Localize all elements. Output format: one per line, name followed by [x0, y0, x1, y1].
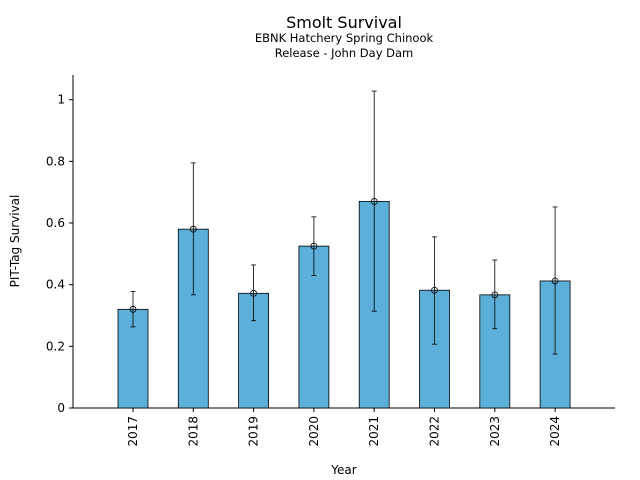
x-tick-label-2020: 2020 — [307, 416, 321, 447]
point-marker-2018 — [189, 225, 197, 233]
point-marker-2019 — [250, 289, 258, 297]
x-tick-label-2023: 2023 — [488, 416, 502, 447]
y-tick-label: 0.6 — [46, 216, 65, 230]
plot-area: 0 0.2 0.4 0.6 0.8 1 2017 2018 2019 2020 2021 2022 20… — [46, 75, 615, 447]
point-marker-2017 — [129, 305, 137, 313]
chart-title: Smolt Survival — [286, 13, 402, 32]
x-tick-label-2019: 2019 — [247, 416, 261, 447]
x-tick-label-2022: 2022 — [428, 416, 442, 447]
y-tick-label: 0.8 — [46, 154, 65, 168]
x-axis-label: Year — [330, 463, 356, 477]
point-marker-2024 — [551, 277, 559, 285]
point-marker-2023 — [491, 291, 499, 299]
y-tick-label: 1 — [57, 93, 65, 107]
x-tick-label-2017: 2017 — [126, 416, 140, 447]
y-tick-label: 0.2 — [46, 339, 65, 353]
y-tick-label: 0 — [57, 401, 65, 415]
x-tick-label-2024: 2024 — [548, 416, 562, 447]
chart-subtitle-line-2: Release - John Day Dam — [275, 46, 414, 60]
point-marker-2021 — [370, 198, 378, 205]
point-marker-2020 — [310, 242, 318, 250]
y-tick-label: 0.4 — [46, 278, 65, 292]
x-tick-label-2021: 2021 — [367, 416, 381, 447]
x-tick-label-2018: 2018 — [186, 416, 200, 447]
y-axis-label: PIT-Tag Survival — [8, 195, 22, 288]
chart-subtitle-line-1: EBNK Hatchery Spring Chinook — [255, 31, 434, 45]
point-marker-2022 — [431, 286, 438, 294]
